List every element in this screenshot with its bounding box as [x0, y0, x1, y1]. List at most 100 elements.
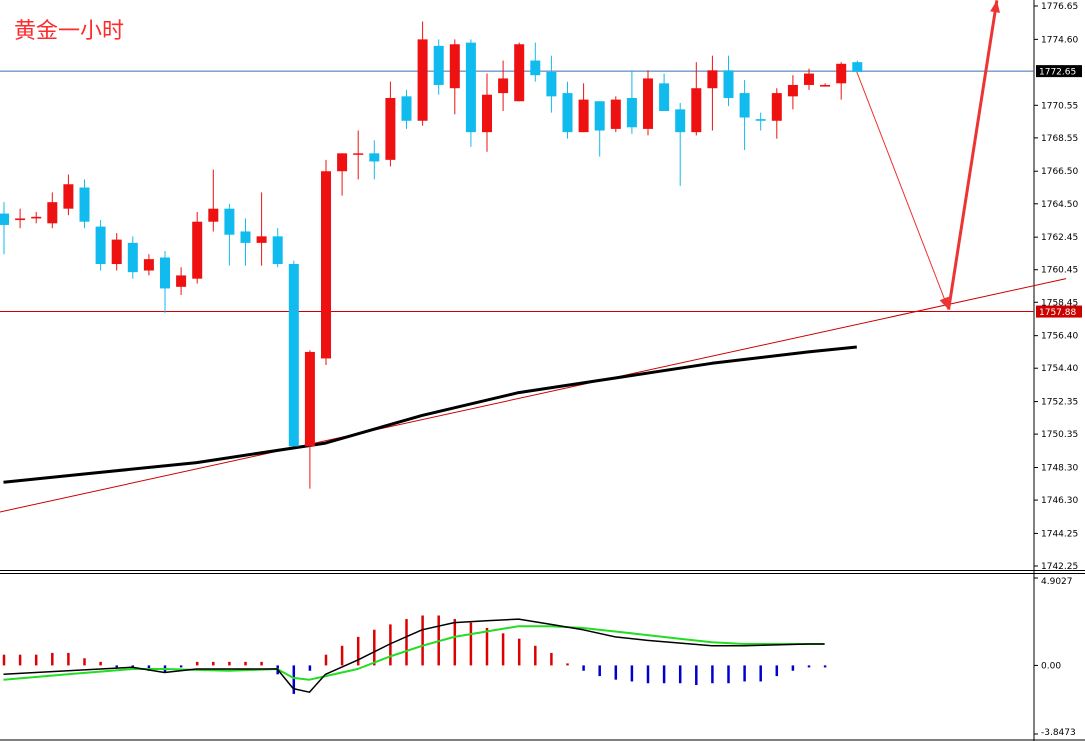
candle-body	[433, 45, 444, 85]
candle-body	[594, 101, 605, 131]
candle	[498, 60, 509, 111]
price-tick-label: 1744.25	[1041, 529, 1078, 539]
candle	[594, 101, 605, 157]
candle-body	[707, 70, 718, 89]
candle-body	[691, 88, 702, 133]
candle-body	[337, 153, 348, 172]
candle-body	[514, 44, 525, 102]
candle-body	[626, 97, 637, 128]
forecast-rise-line	[947, 0, 999, 310]
price-tick-label: 1762.45	[1041, 233, 1078, 243]
candle-body	[0, 213, 9, 225]
trendline	[0, 278, 1067, 513]
candle-body	[562, 93, 573, 133]
candle-body	[143, 259, 154, 271]
candle-body	[449, 44, 460, 89]
candle	[836, 62, 847, 100]
candle-body	[546, 71, 557, 97]
candle	[659, 73, 670, 111]
candle	[578, 83, 589, 133]
candle-body	[111, 239, 122, 265]
candle	[63, 174, 74, 216]
candle-body	[321, 171, 331, 359]
candle-body	[417, 39, 428, 121]
candle	[208, 169, 219, 232]
candle	[256, 192, 267, 266]
candle-body	[353, 153, 364, 155]
candle-body	[256, 236, 267, 243]
candle	[304, 350, 315, 489]
candle-body	[288, 264, 299, 447]
candle	[288, 260, 299, 447]
candle-body	[755, 119, 766, 121]
candle-body	[675, 109, 686, 133]
candle	[353, 130, 364, 180]
candle-body	[208, 208, 219, 222]
candle-body	[127, 242, 138, 273]
current-price-tag-bg	[1036, 65, 1082, 78]
candle-body	[79, 187, 90, 222]
candle	[852, 60, 863, 72]
candle-body	[385, 97, 396, 160]
candle	[771, 88, 782, 139]
candle	[465, 39, 476, 147]
candle	[739, 80, 750, 151]
candle-body	[15, 218, 26, 221]
candle	[707, 55, 718, 131]
price-tick-label: 1756.40	[1041, 332, 1078, 342]
price-tick-label: 1748.30	[1041, 464, 1078, 474]
candle	[562, 81, 573, 139]
price-tick-label: 1764.50	[1041, 200, 1078, 210]
macd-line	[3, 618, 825, 693]
candle-body	[659, 83, 670, 111]
macd-tick-label: -3.8473	[1041, 728, 1076, 738]
candle	[820, 83, 831, 87]
moving-average-line	[3, 345, 857, 484]
candle	[176, 267, 187, 295]
candle-body	[160, 257, 170, 289]
candle-body	[176, 275, 187, 287]
candle	[804, 68, 814, 90]
forecast-drop-arrowhead	[939, 296, 949, 310]
candle	[160, 251, 170, 313]
candle-body	[240, 231, 251, 243]
candle-body	[304, 351, 315, 447]
candle-body	[836, 63, 847, 84]
price-tick-label: 1758.45	[1041, 298, 1078, 308]
forecast-rise-arrowhead	[990, 0, 1000, 13]
candle-body	[224, 208, 235, 235]
candle-body	[369, 153, 380, 162]
candle	[0, 202, 9, 255]
price-tick-label: 1742.25	[1041, 562, 1078, 572]
candle	[369, 140, 380, 180]
price-tick-label: 1766.50	[1041, 167, 1078, 177]
candle	[610, 96, 621, 133]
candle	[95, 220, 106, 271]
price-tick-label: 1754.40	[1041, 364, 1078, 374]
candle	[643, 70, 653, 136]
price-tick-label: 1750.35	[1041, 430, 1078, 440]
candle-body	[95, 226, 106, 265]
candle	[626, 70, 637, 134]
price-tick-label: 1760.45	[1041, 266, 1078, 276]
candle	[31, 211, 42, 224]
candle	[514, 42, 525, 102]
price-tick-label: 1746.30	[1041, 496, 1078, 506]
candle	[111, 233, 122, 271]
candle-body	[482, 94, 492, 133]
candle	[47, 192, 58, 229]
candle-body	[771, 93, 782, 121]
price-tick-label: 1752.35	[1041, 398, 1078, 408]
candle-body	[530, 60, 541, 76]
candle	[546, 55, 557, 113]
price-tick-label: 1776.65	[1041, 2, 1078, 12]
candle-body	[739, 93, 750, 118]
candle-body	[643, 78, 653, 129]
candle-body	[498, 78, 509, 94]
candle-body	[820, 84, 831, 87]
signal-line	[3, 625, 825, 681]
candle	[755, 112, 766, 131]
candle-body	[804, 73, 814, 85]
candle-body	[272, 236, 283, 265]
